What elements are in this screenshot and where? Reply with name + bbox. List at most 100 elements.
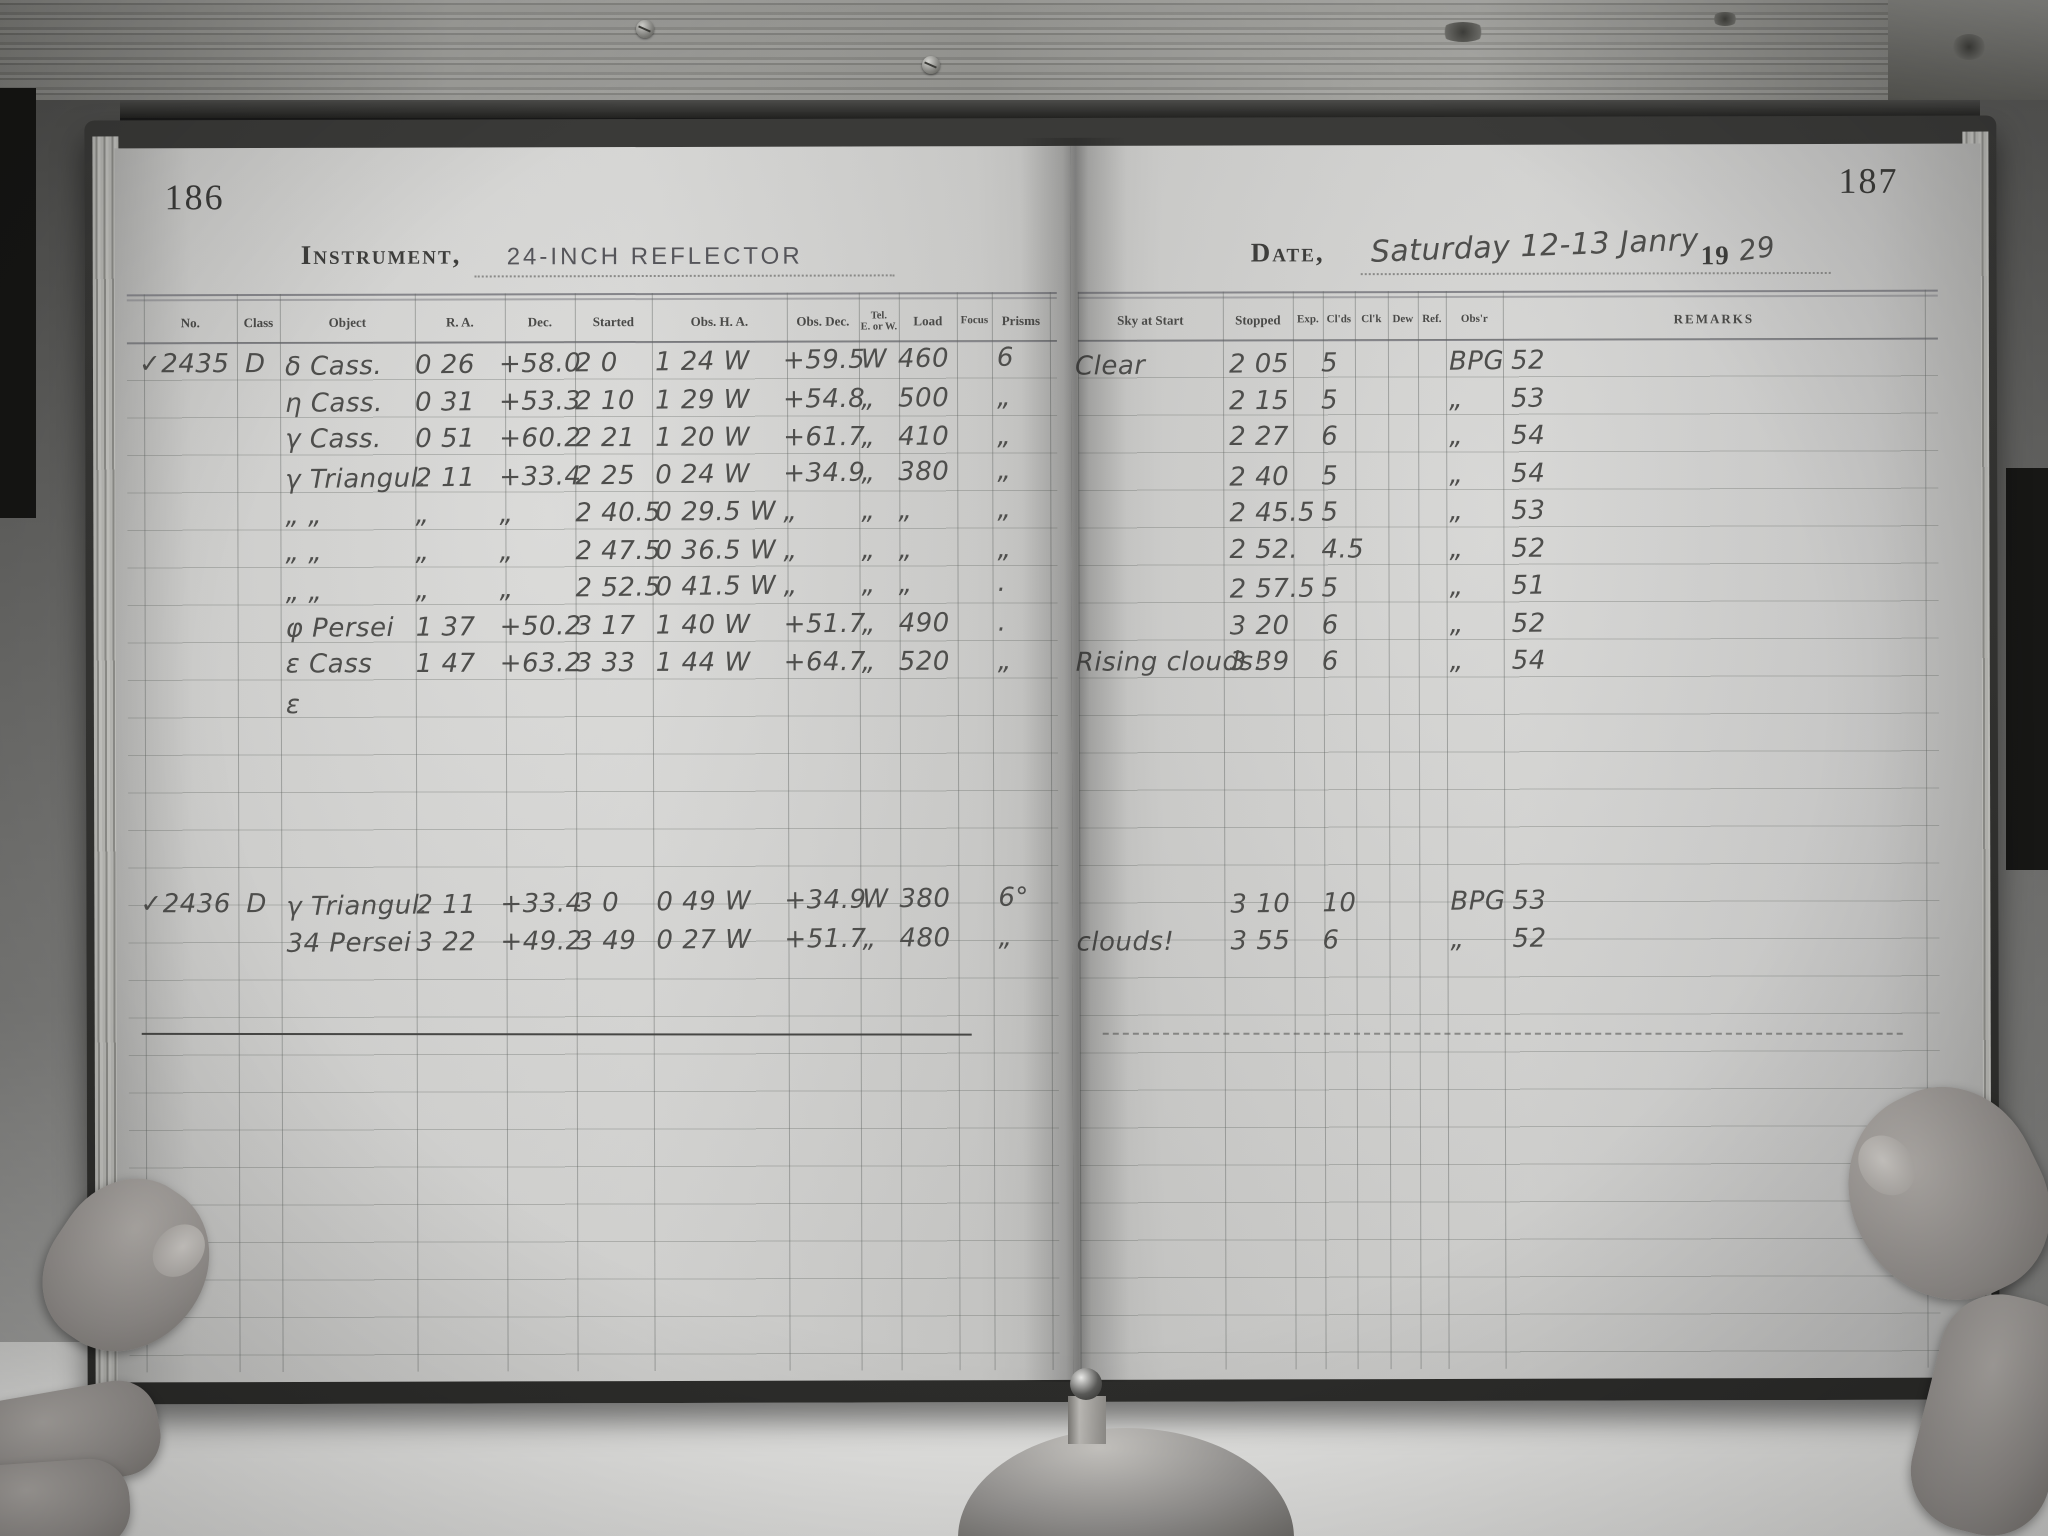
cell-load: 500 [897, 382, 950, 414]
cell-load: „ [898, 495, 913, 526]
cell-tel: „ [861, 569, 876, 600]
wooden-beam [0, 0, 2048, 118]
cell-ra: 0 26 [414, 349, 476, 381]
cell-object: γ Cass. [285, 424, 382, 455]
cell-started: 3 17 [575, 610, 636, 641]
cell-stopped: 3 20 [1229, 610, 1290, 641]
cell-object: ε [285, 689, 301, 720]
cell-ra: 1 37 [415, 611, 476, 643]
cell-load: 520 [898, 646, 950, 677]
cell-started: 2 47.5 [575, 535, 662, 566]
right-page: 187 Date, Saturday 12-13 Janry 19 29 Sky… [1070, 143, 1984, 1380]
cell-obs_dec: +61.7 [783, 421, 866, 453]
cell-started: 2 0 [574, 347, 619, 379]
cell-ra: 2 11 [415, 462, 476, 494]
cell-stopped: 2 57.5 [1229, 573, 1316, 605]
cell-obsr: BPG [1448, 346, 1505, 377]
cell-dec: +33.4 [499, 460, 582, 492]
cell-exp: 5 [1321, 460, 1339, 491]
cell-remark: 54 [1511, 457, 1546, 489]
cell-started: 2 40.5 [575, 497, 662, 529]
cell-exp: 5 [1321, 497, 1339, 528]
cell-obsr: „ [1449, 496, 1464, 527]
cell-prisms: „ [996, 382, 1012, 413]
cell-obs_dec: +64.7 [783, 646, 867, 678]
logbook-row: Rising clouds! 3 39 6 „ 54 [1072, 640, 1982, 682]
cell-obs_dec: „ [783, 534, 798, 565]
cell-prisms: „ [998, 922, 1013, 953]
cell-exp: 5 [1321, 573, 1339, 604]
cell-obsr: „ [1449, 571, 1464, 602]
cell-obsr: „ [1448, 383, 1464, 414]
cell-obs_dec: +59.5 [782, 344, 866, 376]
cell-tel: W [862, 884, 889, 915]
cell-exp: 6 [1321, 646, 1339, 677]
wood-knot [1440, 22, 1486, 42]
wood-knot [1712, 12, 1738, 26]
cell-dec: +60.2 [499, 423, 582, 454]
cell-exp: 4.5 [1321, 533, 1365, 565]
cell-object: η Cass. [284, 387, 383, 419]
logbook-row: 3 20 6 „ 52 [1072, 600, 1982, 646]
handwritten-entries-right: Clear 2 05 5 BPG 52 2 15 5 „ 53 2 27 6 „ 54 2 40 5 „ 54 2… [1070, 144, 1983, 1380]
cell-sky: clouds! [1076, 926, 1175, 958]
cell-started: 2 25 [575, 460, 636, 491]
cell-stopped: 2 45.5 [1229, 497, 1316, 529]
cell-object: „ „ [285, 576, 323, 608]
cell-obs_dec: „ [783, 570, 798, 601]
cell-obs_dec: +54.8 [782, 383, 866, 415]
cell-prisms: . [997, 607, 1007, 638]
cell-exp: 6 [1322, 924, 1340, 956]
cell-object: „ „ [285, 536, 323, 568]
cell-remark: 52 [1511, 533, 1546, 564]
cell-dec: +53.3 [498, 385, 582, 417]
cell-obsr: „ [1449, 646, 1464, 677]
cell-tel: „ [861, 646, 876, 678]
cell-obs_dec: +51.7 [784, 923, 867, 955]
wood-knot [1952, 34, 1986, 60]
cell-stopped: 2 15 [1228, 385, 1290, 416]
cell-dec: „ [499, 498, 514, 529]
cell-stopped: 2 52. [1229, 534, 1299, 565]
wood-grain [0, 0, 2048, 118]
cell-obs_ha: 0 36.5 W [655, 534, 777, 566]
cell-dec: +58.0 [498, 348, 582, 380]
cell-exp: 5 [1320, 348, 1339, 379]
cell-dec: „ [499, 536, 514, 567]
cell-remark: 53 [1510, 383, 1546, 414]
cell-object: γ Triangul. [286, 890, 429, 923]
cell-tel: „ [861, 456, 876, 488]
open-logbook: 186 Instrument, 24-INCH REFLECTOR No. Cl… [84, 106, 2000, 1405]
cell-remark: 54 [1511, 420, 1546, 451]
cell-remark: 52 [1512, 923, 1547, 954]
cell-obsr: „ [1449, 608, 1464, 639]
bell-knob [1070, 1368, 1102, 1400]
cell-started: 3 33 [575, 647, 636, 679]
right-thumbnail [1846, 1124, 1927, 1207]
cell-obs_ha: 0 24 W [655, 458, 751, 490]
cell-stopped: 2 27 [1229, 421, 1290, 453]
cell-object: „ „ [285, 500, 323, 531]
cell-object: 34 Persei [286, 927, 412, 959]
cell-load: 460 [897, 343, 950, 375]
cell-prisms: 6° [998, 882, 1030, 913]
cell-dec: +49.2 [500, 925, 583, 957]
cell-obs_ha: 0 29.5 W [655, 496, 777, 528]
cell-object: φ Persei [285, 612, 395, 644]
cell-prisms: . [997, 567, 1007, 598]
cell-tel: „ [861, 495, 876, 526]
closing-pencil-dashes [1102, 1032, 1903, 1035]
cell-dec: „ [499, 574, 514, 605]
cell-remark: 53 [1512, 885, 1547, 916]
bell-post [1068, 1396, 1106, 1444]
screw-head-icon [636, 20, 654, 38]
cell-obs_ha: 1 24 W [654, 346, 751, 378]
cell-obs_ha: 1 20 W [655, 422, 751, 453]
cell-obsr: BPG [1450, 886, 1506, 917]
cell-obs_dec: +34.9 [783, 457, 866, 489]
cell-obs_ha: 1 40 W [655, 609, 751, 641]
cell-ra: „ [415, 499, 430, 530]
dark-edge-left [0, 88, 36, 518]
cell-ra: 0 31 [414, 386, 476, 418]
